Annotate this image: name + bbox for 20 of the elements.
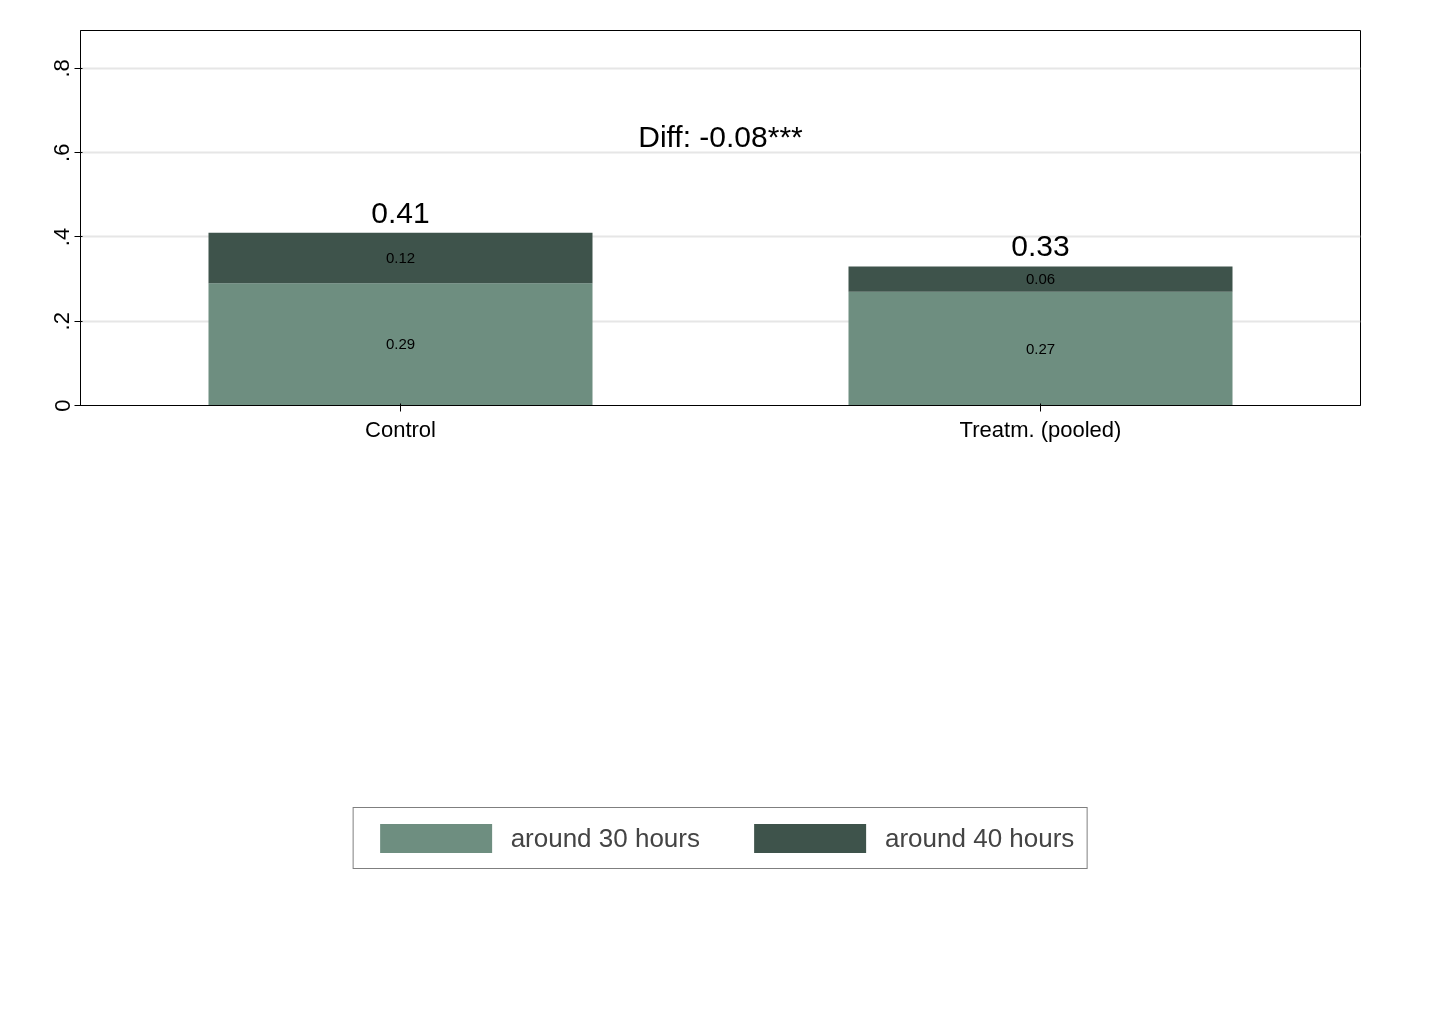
bar [208,232,593,284]
legend-label: around 40 hours [885,822,1075,854]
x-tick-label: Treatm. (pooled) [959,416,1122,442]
x-tick-label: Control [365,416,436,442]
y-tick-label: .2 [49,312,75,331]
bar [848,291,1233,406]
total-label: 0.41 [371,195,430,229]
data-label: 0.29 [385,335,416,353]
data-label: 0.06 [1025,270,1056,288]
y-tick-label: 0 [49,399,75,412]
bar [848,266,1233,292]
y-tick-label: .4 [49,227,75,247]
annotation: Diff: -0.08*** [638,119,804,153]
y-tick-label: .6 [49,143,75,162]
y-tick-label: .8 [49,59,75,78]
data-label: 0.12 [385,249,416,267]
bar [208,283,593,406]
data-label: 0.27 [1025,339,1056,357]
total-label: 0.33 [1011,229,1070,263]
legend-label: around 30 hours [510,822,700,854]
